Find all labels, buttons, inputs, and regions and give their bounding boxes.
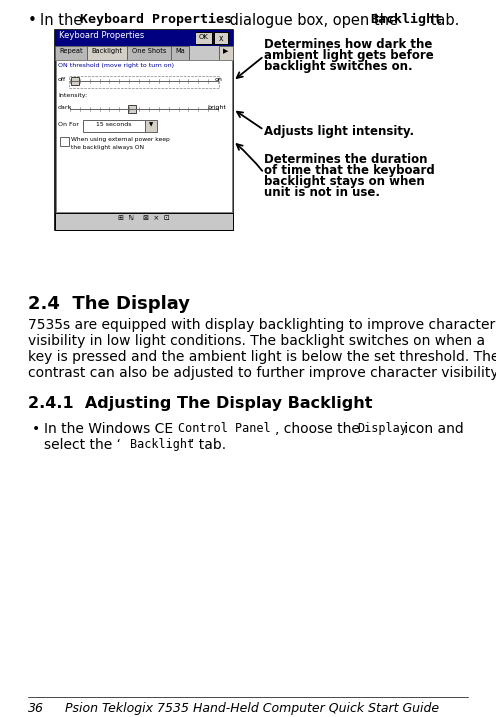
Text: Determines how dark the: Determines how dark the — [264, 38, 433, 51]
Bar — [127, 46, 171, 60]
Bar — [55, 30, 233, 46]
Text: Backlight: Backlight — [130, 438, 194, 451]
Text: tab.: tab. — [426, 13, 459, 28]
Text: Backlight: Backlight — [91, 48, 123, 54]
Text: 2.4  The Display: 2.4 The Display — [28, 295, 190, 313]
Bar — [69, 76, 219, 88]
Bar — [195, 32, 212, 44]
Text: Intensity:: Intensity: — [58, 93, 87, 98]
Text: •: • — [32, 422, 40, 436]
Text: dialogue box, open the: dialogue box, open the — [225, 13, 403, 28]
Bar — [55, 46, 87, 60]
Text: bright: bright — [207, 105, 226, 110]
Text: Keyboard Properties: Keyboard Properties — [59, 31, 144, 40]
Text: Display: Display — [357, 422, 407, 435]
Text: backlight switches on.: backlight switches on. — [264, 60, 413, 73]
Text: Control Panel: Control Panel — [178, 422, 271, 435]
Bar — [71, 77, 79, 85]
Text: On For: On For — [58, 122, 79, 127]
Text: on: on — [215, 77, 223, 82]
Text: ambient light gets before: ambient light gets before — [264, 49, 434, 62]
Text: dark: dark — [58, 105, 72, 110]
Text: ▼: ▼ — [149, 122, 153, 127]
Text: ⊞  ℕ    ⊠  ×  ⊡: ⊞ ℕ ⊠ × ⊡ — [118, 215, 170, 221]
Text: visibility in low light conditions. The backlight switches on when a: visibility in low light conditions. The … — [28, 334, 485, 348]
Text: OK: OK — [199, 34, 209, 40]
Bar — [55, 30, 233, 230]
Text: When using external power keep: When using external power keep — [71, 137, 170, 142]
Bar — [87, 46, 127, 60]
Text: In the Windows CE: In the Windows CE — [44, 422, 178, 436]
Text: Backlight: Backlight — [370, 13, 442, 26]
Text: 7535s are equipped with display backlighting to improve character: 7535s are equipped with display backligh… — [28, 318, 495, 332]
Text: In the: In the — [40, 13, 87, 28]
Bar — [214, 32, 228, 44]
Text: •: • — [28, 13, 37, 28]
Text: icon and: icon and — [400, 422, 464, 436]
Text: ’ tab.: ’ tab. — [190, 438, 226, 452]
Text: select the ‘: select the ‘ — [44, 438, 121, 452]
Bar — [60, 137, 69, 146]
Text: Repeat: Repeat — [59, 48, 83, 54]
Text: , choose the: , choose the — [275, 422, 364, 436]
Text: 15 seconds: 15 seconds — [96, 122, 132, 127]
Bar — [171, 46, 189, 60]
Text: Adjusts light intensity.: Adjusts light intensity. — [264, 125, 414, 138]
Bar — [219, 46, 233, 60]
Bar — [145, 120, 157, 132]
Text: Ma: Ma — [175, 48, 185, 54]
Bar — [128, 105, 136, 113]
Text: Keyboard Properties: Keyboard Properties — [80, 13, 232, 26]
Text: 36: 36 — [28, 702, 44, 715]
Text: x: x — [219, 34, 223, 43]
Text: of time that the keyboard: of time that the keyboard — [264, 164, 435, 177]
Text: 2.4.1  Adjusting The Display Backlight: 2.4.1 Adjusting The Display Backlight — [28, 396, 372, 411]
Text: ON threshold (move right to turn on): ON threshold (move right to turn on) — [58, 63, 174, 68]
Bar — [83, 120, 145, 132]
Text: key is pressed and the ambient light is below the set threshold. The: key is pressed and the ambient light is … — [28, 350, 496, 364]
Text: ▶: ▶ — [223, 48, 229, 54]
Bar — [56, 60, 232, 212]
Text: the backlight always ON: the backlight always ON — [71, 145, 144, 150]
Bar — [55, 213, 233, 230]
Text: One Shots: One Shots — [132, 48, 166, 54]
Text: off: off — [58, 77, 66, 82]
Text: unit is not in use.: unit is not in use. — [264, 186, 380, 199]
Text: backlight stays on when: backlight stays on when — [264, 175, 425, 188]
Text: Determines the duration: Determines the duration — [264, 153, 428, 166]
Text: Psion Teklogix 7535 Hand-Held Computer Quick Start Guide: Psion Teklogix 7535 Hand-Held Computer Q… — [65, 702, 439, 715]
Text: contrast can also be adjusted to further improve character visibility.: contrast can also be adjusted to further… — [28, 366, 496, 380]
